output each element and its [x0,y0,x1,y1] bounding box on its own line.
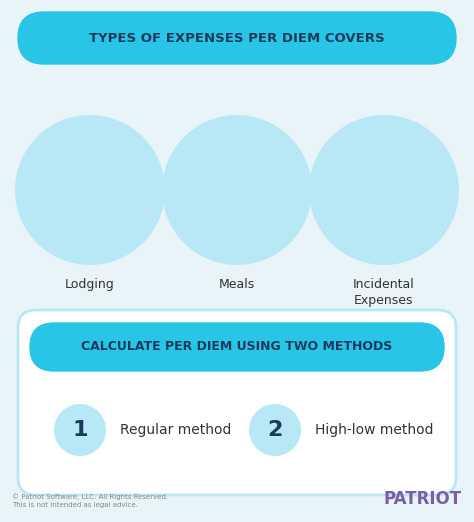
Text: 1: 1 [72,420,88,440]
FancyBboxPatch shape [30,323,444,371]
Text: PATRIOT: PATRIOT [384,490,462,508]
Circle shape [15,115,165,265]
Circle shape [162,115,312,265]
Text: Lodging: Lodging [65,278,115,291]
Text: Regular method: Regular method [120,423,231,437]
Text: © Patriot Software, LLC. All Rights Reserved.
This is not intended as legal advi: © Patriot Software, LLC. All Rights Rese… [12,493,168,508]
Text: TYPES OF EXPENSES PER DIEM COVERS: TYPES OF EXPENSES PER DIEM COVERS [89,31,385,44]
Circle shape [309,115,459,265]
FancyBboxPatch shape [18,310,456,495]
Circle shape [54,404,106,456]
Text: 2: 2 [267,420,283,440]
Text: CALCULATE PER DIEM USING TWO METHODS: CALCULATE PER DIEM USING TWO METHODS [82,340,392,353]
Text: Meals: Meals [219,278,255,291]
Text: Incidental
Expenses: Incidental Expenses [353,278,415,307]
FancyBboxPatch shape [18,12,456,64]
Circle shape [249,404,301,456]
Text: High-low method: High-low method [315,423,434,437]
